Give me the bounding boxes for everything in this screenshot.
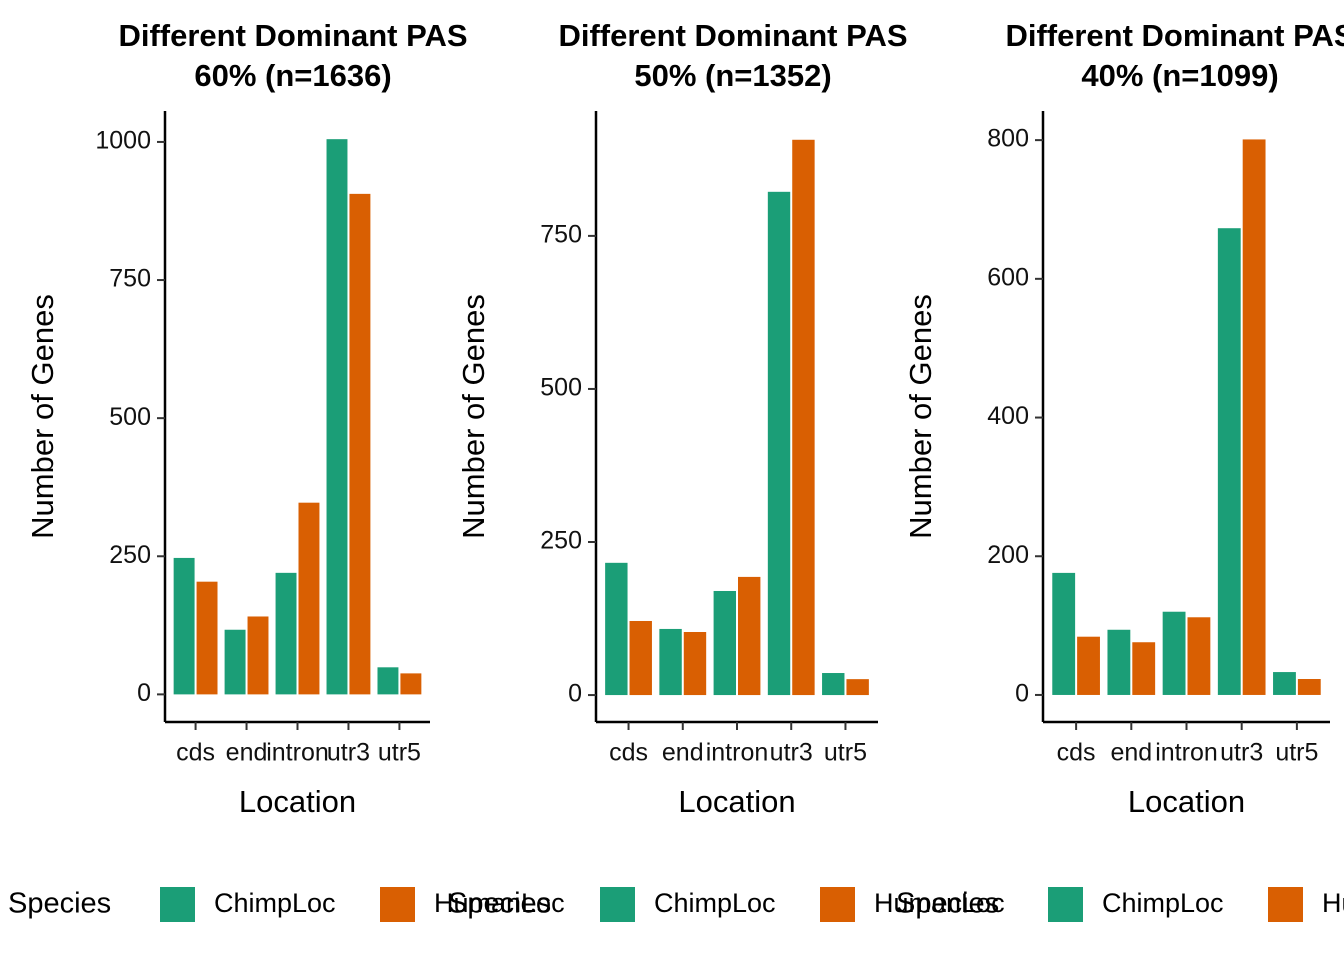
bar [629, 620, 652, 696]
bar [1217, 228, 1241, 695]
bar [1052, 572, 1076, 695]
bar [400, 673, 422, 695]
y-axis-title: Number of Genes [903, 294, 938, 539]
legend-key [160, 887, 195, 922]
bar [713, 590, 736, 696]
bar [1077, 636, 1100, 695]
bar [1297, 679, 1321, 695]
legend-label: HumanLoc [1322, 888, 1344, 918]
y-tick-label: 250 [109, 541, 151, 569]
bar [822, 673, 845, 696]
bar [1273, 672, 1296, 695]
chart-title: Different Dominant PAS [558, 18, 907, 53]
legend-label: HumanLoc [434, 888, 565, 918]
bar [738, 576, 761, 696]
x-tick-label: cds [609, 739, 648, 767]
y-tick-label: 0 [1015, 680, 1029, 708]
y-tick-label: 500 [109, 403, 151, 431]
y-tick-label: 750 [540, 221, 582, 249]
legend-label: ChimpLoc [654, 888, 776, 918]
y-tick-label: 750 [109, 265, 151, 293]
legend-key [1048, 887, 1083, 922]
y-tick-label: 600 [987, 263, 1029, 291]
x-tick-label: end [226, 739, 268, 767]
legend-label: ChimpLoc [214, 888, 336, 918]
y-tick-label: 400 [987, 402, 1029, 430]
y-tick-label: 200 [987, 541, 1029, 569]
y-tick-label: 800 [987, 125, 1029, 153]
bar [1107, 629, 1131, 695]
bar [173, 557, 195, 695]
bar [605, 562, 628, 696]
x-tick-label: utr3 [770, 739, 813, 767]
x-axis-title: Location [1128, 784, 1245, 819]
y-axis-title: Number of Genes [456, 294, 491, 539]
bar [1242, 139, 1266, 695]
x-tick-label: utr3 [327, 739, 370, 767]
y-tick-label: 0 [137, 679, 151, 707]
x-tick-label: cds [1057, 739, 1096, 767]
bar [247, 616, 269, 695]
bar [792, 139, 815, 696]
x-tick-label: utr5 [1275, 739, 1318, 767]
x-tick-label: intron [1155, 739, 1218, 767]
bar [275, 572, 297, 695]
bar [349, 193, 371, 695]
x-tick-label: utr3 [1220, 739, 1263, 767]
y-tick-label: 250 [540, 527, 582, 555]
x-axis-title: Location [678, 784, 795, 819]
chart-title: 60% (n=1636) [194, 58, 391, 93]
y-tick-label: 500 [540, 374, 582, 402]
x-tick-label: end [1110, 739, 1152, 767]
x-tick-label: cds [176, 739, 215, 767]
legend-key [820, 887, 855, 922]
bar [1187, 617, 1211, 695]
chart-title: 40% (n=1099) [1081, 58, 1278, 93]
legend-label: HumanLoc [874, 888, 1005, 918]
bar [1162, 611, 1186, 695]
legend-title: Species [896, 888, 999, 920]
bar [298, 502, 320, 695]
x-tick-label: utr5 [824, 739, 867, 767]
x-tick-label: intron [266, 739, 329, 767]
x-tick-label: utr5 [378, 739, 421, 767]
chart-title: Different Dominant PAS [118, 18, 467, 53]
bar [377, 667, 399, 695]
x-tick-label: intron [706, 739, 769, 767]
bar [224, 629, 246, 695]
chart-title: 50% (n=1352) [634, 58, 831, 93]
legend-key [380, 887, 415, 922]
bar [326, 139, 348, 695]
y-tick-label: 1000 [95, 127, 151, 155]
bar [659, 628, 682, 696]
legend-key [600, 887, 635, 922]
legend-title: Species [8, 888, 111, 920]
bar [767, 191, 791, 696]
bar [846, 679, 869, 696]
legend-label: ChimpLoc [1102, 888, 1224, 918]
bar [683, 632, 707, 696]
y-tick-label: 0 [568, 680, 582, 708]
legend-key [1268, 887, 1303, 922]
legend-title: Species [448, 888, 551, 920]
y-axis-title: Number of Genes [25, 294, 60, 539]
x-axis-title: Location [239, 784, 356, 819]
x-tick-label: end [662, 739, 704, 767]
bar [196, 581, 218, 695]
bar [1132, 642, 1156, 695]
chart-title: Different Dominant PAS [1005, 18, 1344, 53]
